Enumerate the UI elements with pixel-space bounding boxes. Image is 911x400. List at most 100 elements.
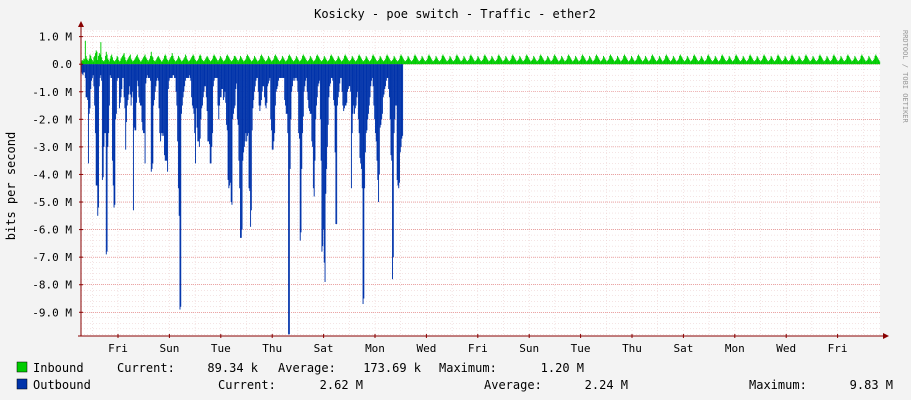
inbound-bar [751,57,753,65]
inbound-bar [520,57,521,65]
outbound-bar [175,64,177,92]
inbound-bar [122,55,124,65]
inbound-bar [798,55,800,65]
inbound-bar [208,58,210,65]
inbound-bar [711,61,713,65]
inbound-bar [281,55,283,65]
inbound-bar [662,61,663,65]
inbound-bar [858,60,860,65]
inbound-bar [370,60,372,65]
outbound-bar [272,64,274,150]
outbound-bar [198,64,200,142]
outbound-bar [106,64,108,252]
inbound-bar [541,55,542,65]
inbound-bar [128,57,130,65]
outbound-bar [362,64,364,305]
inbound-bar [167,60,169,65]
outbound-bar [204,64,206,87]
outbound-bar [281,64,283,78]
outbound-bar [115,64,117,114]
rrdtool-watermark: RRDTOOL / TOBI OETIKER [901,30,909,124]
inbound-bar [87,60,89,65]
inbound-bar [704,60,706,65]
inbound-bar [86,58,88,65]
outbound-bar [169,64,171,78]
inbound-bar [354,60,355,65]
inbound-bar [462,58,464,65]
inbound-bar [696,58,698,65]
inbound-bar [175,60,177,65]
inbound-bar [522,61,524,65]
inbound-bar [274,54,276,65]
inbound-bar [857,61,859,65]
inbound-bar [816,60,818,65]
inbound-bar [84,59,86,65]
inbound-bar [527,55,528,65]
inbound-bar [182,60,184,65]
inbound-bar [158,57,160,65]
inbound-bar [457,55,459,65]
inbound-bar [599,61,601,65]
inbound-bar [180,60,182,65]
inbound-bar [475,60,476,65]
inbound-bar [83,58,85,65]
inbound-bar [725,61,727,65]
inbound-bar [369,60,371,65]
outbound-bar [261,64,263,92]
inbound-bar [717,60,719,65]
inbound-bar [803,60,805,65]
outbound-bar [313,64,315,197]
inbound-bar [308,60,310,65]
inbound-bar [312,61,314,65]
inbound-bar [291,58,293,65]
inbound-bar [645,57,647,65]
outbound-bar [318,64,320,84]
inbound-bar [674,58,676,65]
inbound-bar [278,60,279,65]
outbound-bar [193,64,195,114]
inbound-bar [113,60,115,65]
inbound-bar [92,61,94,65]
y-tick-label: -6.0 M [32,224,72,237]
inbound-bar [643,60,645,65]
inbound-bar [878,60,880,65]
inbound-bar [247,54,248,65]
outbound-bar [142,64,144,131]
inbound-bar [328,60,330,65]
outbound-bar [229,64,231,186]
inbound-bar [506,58,508,65]
inbound-bar [572,60,574,65]
inbound-bar [524,58,526,65]
outbound-bar [200,64,202,120]
inbound-bar [322,60,324,65]
inbound-bar [423,60,425,65]
inbound-bar [293,60,295,65]
inbound-bar [632,58,634,65]
inbound-bar [209,61,211,65]
outbound-bar [279,64,281,78]
inbound-bar [828,58,829,65]
outbound-bar [348,64,350,87]
inbound-bar [530,60,532,65]
outbound-bar [310,64,312,114]
outbound-bar [347,64,348,92]
outbound-bar [395,64,397,106]
inbound-bar [563,60,565,65]
inbound-bar [267,55,269,65]
inbound-bar [202,60,204,65]
inbound-bar [313,60,315,65]
inbound-bar [776,55,778,65]
inbound-bar [694,55,696,65]
outbound-bar [119,64,120,109]
outbound-bar [191,64,193,106]
inbound-bar [117,57,119,65]
inbound-bar [820,55,822,65]
inbound-bar [339,58,341,65]
outbound-bar [350,64,352,189]
inbound-bar [243,61,245,65]
inbound-bar [434,58,436,65]
inbound-bar [319,58,321,65]
outbound-bar [118,64,120,78]
inbound-bar [732,60,734,65]
outbound-bar [351,64,353,134]
